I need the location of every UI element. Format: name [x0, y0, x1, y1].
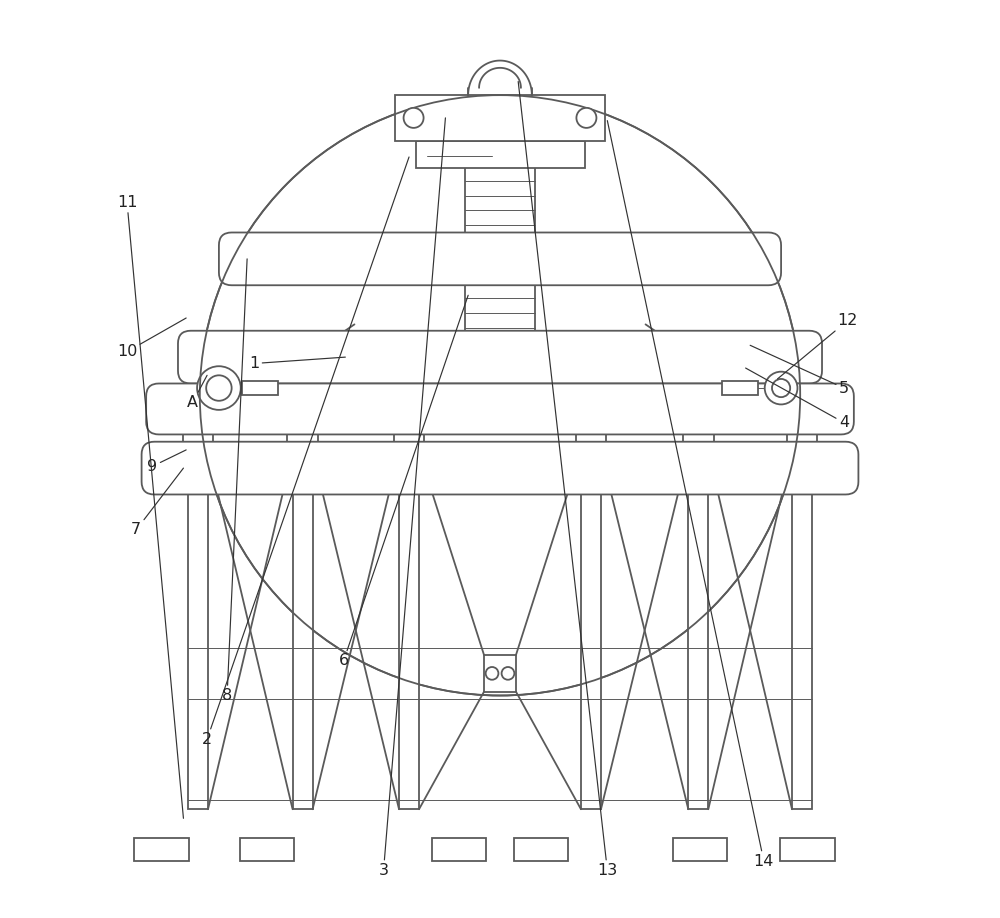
Bar [183, 429, 213, 452]
Bar [395, 95, 605, 140]
FancyBboxPatch shape [146, 384, 854, 434]
Bar [242, 381, 278, 396]
Circle shape [576, 108, 596, 128]
Bar [188, 452, 208, 810]
FancyBboxPatch shape [142, 442, 858, 495]
Circle shape [772, 379, 790, 397]
Bar [394, 429, 424, 452]
Text: 8: 8 [222, 259, 247, 703]
Circle shape [502, 667, 514, 679]
Bar [688, 452, 708, 810]
Text: 14: 14 [607, 120, 774, 868]
Text: 6: 6 [338, 296, 468, 668]
Bar [683, 429, 714, 452]
Circle shape [765, 372, 797, 405]
Text: 3: 3 [379, 118, 445, 878]
Bar [722, 381, 758, 396]
FancyBboxPatch shape [219, 232, 781, 285]
Text: 9: 9 [147, 450, 186, 474]
Bar [792, 452, 812, 810]
Circle shape [486, 667, 498, 679]
Bar [432, 838, 486, 861]
FancyBboxPatch shape [178, 330, 822, 384]
Text: 4: 4 [746, 368, 849, 431]
Circle shape [206, 375, 232, 401]
Text: A: A [187, 375, 207, 410]
Bar [399, 452, 419, 810]
Bar [416, 140, 585, 168]
Text: 5: 5 [750, 345, 849, 396]
Bar [134, 838, 189, 861]
Text: 13: 13 [518, 82, 617, 878]
Circle shape [404, 108, 424, 128]
Bar [673, 838, 727, 861]
Text: 2: 2 [202, 157, 409, 746]
Bar [576, 429, 606, 452]
Bar [514, 838, 568, 861]
Bar [240, 838, 294, 861]
Bar [484, 655, 516, 691]
Text: 12: 12 [777, 313, 858, 379]
Bar [293, 452, 313, 810]
Circle shape [200, 95, 800, 696]
Text: 11: 11 [117, 195, 183, 818]
Bar [787, 429, 817, 452]
Bar [287, 429, 318, 452]
Bar [780, 838, 835, 861]
Bar [581, 452, 601, 810]
Text: 7: 7 [131, 468, 183, 537]
Text: 1: 1 [249, 356, 345, 371]
Circle shape [197, 366, 241, 409]
Text: 10: 10 [117, 318, 186, 359]
